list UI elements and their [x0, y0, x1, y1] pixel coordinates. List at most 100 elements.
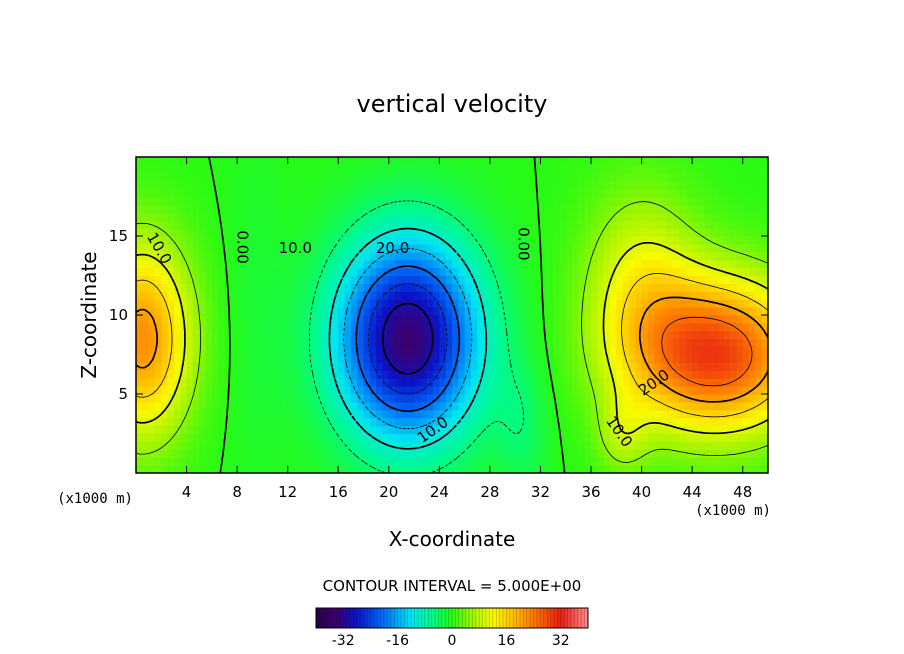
field-cell — [742, 180, 750, 190]
field-cell — [433, 220, 440, 229]
field-cell — [723, 457, 731, 466]
field-cell — [275, 386, 282, 395]
field-cell — [388, 220, 396, 229]
field-cell — [312, 243, 320, 253]
field-cell — [685, 315, 693, 324]
field-cell — [464, 236, 472, 245]
field-cell — [654, 346, 662, 356]
field-cell — [142, 338, 150, 348]
field-cell — [230, 465, 238, 473]
field-cell — [319, 346, 327, 356]
field-cell — [711, 465, 719, 473]
field-cell — [414, 401, 421, 411]
field-cell — [508, 330, 516, 340]
field-cell — [704, 465, 712, 473]
field-cell — [401, 457, 409, 466]
field-cell — [426, 425, 434, 435]
field-cell — [331, 180, 339, 190]
field-cell — [382, 204, 390, 213]
field-cell — [641, 164, 649, 174]
field-cell — [230, 409, 238, 419]
field-cell — [256, 204, 263, 213]
field-cell — [502, 291, 510, 300]
field-cell — [521, 196, 529, 205]
field-cell — [515, 322, 523, 332]
field-cell — [148, 259, 156, 269]
field-cell — [186, 251, 194, 261]
field-cell — [243, 386, 251, 395]
field-cell — [698, 386, 706, 395]
field-cell — [186, 433, 194, 442]
field-cell — [414, 449, 421, 458]
field-cell — [287, 220, 295, 229]
field-cell — [749, 267, 756, 277]
field-cell — [268, 196, 276, 205]
field-cell — [723, 220, 731, 229]
field-cell — [483, 164, 491, 174]
field-cell — [148, 417, 156, 427]
field-cell — [180, 417, 188, 427]
field-cell — [641, 204, 649, 213]
field-cell — [660, 220, 668, 229]
field-cell — [186, 307, 194, 316]
field-cell — [306, 180, 314, 190]
field-cell — [711, 267, 719, 277]
field-cell — [723, 291, 731, 300]
field-cell — [723, 386, 731, 395]
field-cell — [597, 307, 605, 316]
field-cell — [711, 346, 719, 356]
field-cell — [167, 465, 175, 473]
field-cell — [401, 164, 409, 174]
field-cell — [319, 275, 327, 284]
field-cell — [300, 196, 308, 205]
field-cell — [382, 330, 390, 340]
field-cell — [540, 378, 548, 387]
field-cell — [666, 409, 674, 419]
field-cell — [723, 409, 731, 419]
field-cell — [679, 275, 687, 284]
field-cell — [439, 330, 447, 340]
field-cell — [502, 441, 510, 450]
field-cell — [388, 401, 396, 411]
field-cell — [382, 220, 390, 229]
field-cell — [730, 204, 737, 213]
field-cell — [603, 243, 611, 253]
field-cell — [496, 251, 504, 261]
field-cell — [692, 362, 700, 371]
field-cell — [338, 220, 346, 229]
field-cell — [483, 401, 491, 411]
field-cell — [578, 220, 586, 229]
field-cell — [167, 338, 175, 348]
field-cell — [154, 307, 162, 316]
field-cell — [515, 228, 523, 237]
field-cell — [439, 157, 447, 166]
field-cell — [173, 299, 181, 308]
field-cell — [692, 322, 700, 332]
field-cell — [281, 409, 289, 419]
field-cell — [205, 196, 213, 205]
field-cell — [192, 425, 200, 435]
field-cell — [470, 346, 478, 356]
field-cell — [300, 409, 308, 419]
field-cell — [742, 220, 750, 229]
field-cell — [433, 283, 440, 292]
field-cell — [553, 457, 561, 466]
field-cell — [660, 251, 668, 261]
field-cell — [660, 417, 668, 427]
field-cell — [287, 417, 295, 427]
field-cell — [237, 433, 245, 442]
field-cell — [338, 307, 346, 316]
field-cell — [388, 299, 396, 308]
field-cell — [382, 449, 390, 458]
colorbar-segment — [554, 608, 558, 628]
field-cell — [647, 417, 655, 427]
field-cell — [666, 346, 674, 356]
field-cell — [350, 172, 358, 182]
field-cell — [742, 204, 750, 213]
field-cell — [180, 449, 188, 458]
field-cell — [603, 346, 611, 356]
field-cell — [154, 322, 162, 332]
field-cell — [597, 291, 605, 300]
field-cell — [154, 330, 162, 340]
field-cell — [502, 196, 510, 205]
